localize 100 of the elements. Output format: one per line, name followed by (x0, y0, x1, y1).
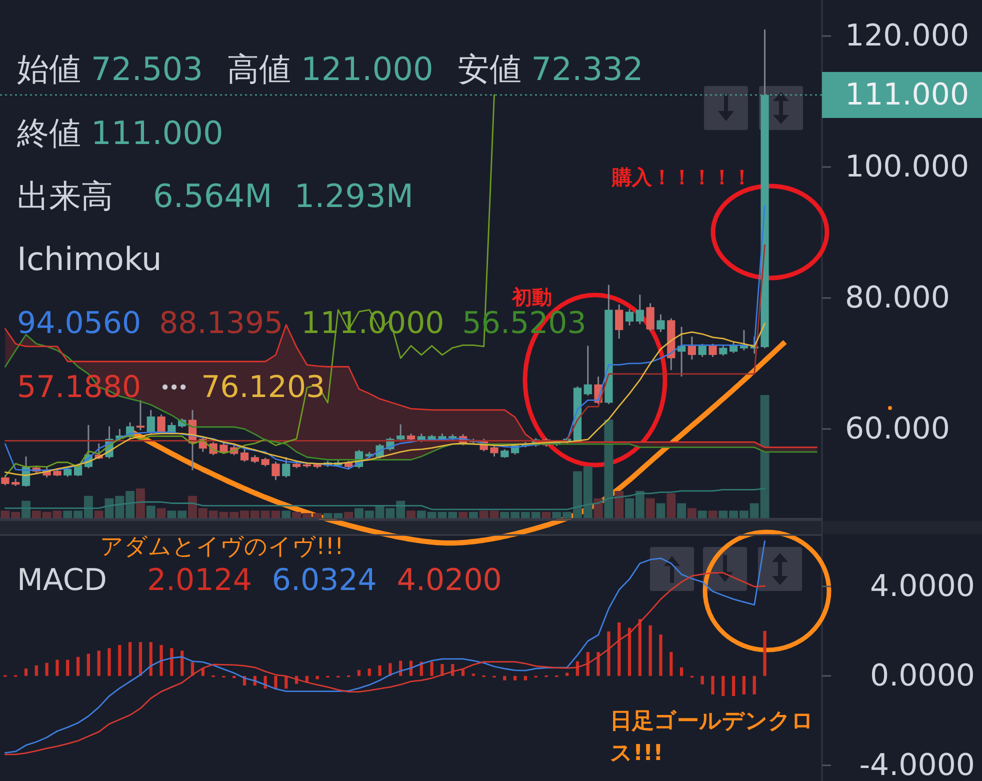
bar (458, 512, 468, 518)
bar (618, 622, 621, 676)
bar (170, 648, 174, 676)
bar (680, 667, 684, 676)
bar (648, 625, 652, 676)
annotation: MACD (17, 563, 107, 598)
bar (86, 654, 90, 676)
bar (646, 498, 655, 518)
candlestick (615, 304, 624, 340)
candlestick (396, 424, 405, 442)
bar (524, 676, 528, 680)
bar (149, 642, 152, 676)
bar (344, 512, 354, 518)
bar (34, 665, 38, 676)
y-tick-label: 100.000 (845, 150, 970, 185)
candlestick (646, 302, 654, 332)
bar (700, 676, 704, 684)
bar (76, 656, 80, 676)
y-tick-label: 0.0000 (870, 658, 975, 694)
candlestick (625, 308, 634, 326)
candlestick (656, 314, 665, 333)
bar (698, 510, 707, 518)
annotation: 日足ゴールデンクロス!!! (610, 709, 814, 766)
bar (136, 488, 145, 518)
annotation: 76.1203 (201, 370, 326, 405)
bar (594, 498, 603, 518)
y-tick-label: 60.000 (845, 411, 950, 446)
bar (708, 510, 718, 518)
bar (108, 648, 111, 676)
y-tick-label: 4.0000 (870, 568, 975, 604)
bar (66, 660, 70, 676)
annotation: 4.0200 (396, 563, 502, 598)
bar (274, 676, 278, 689)
bar (128, 642, 132, 676)
bar (138, 642, 142, 676)
bar (604, 420, 614, 518)
annotation: 72.503 (91, 50, 203, 88)
bar (656, 503, 666, 518)
bar (201, 668, 204, 676)
bar (24, 668, 28, 676)
bar (732, 676, 736, 696)
candlestick (708, 343, 717, 358)
annotation: 6.564M (153, 177, 272, 215)
annotation: 72.332 (531, 50, 644, 88)
bar (628, 628, 632, 676)
bar (22, 500, 30, 518)
candlestick (636, 294, 644, 325)
bar (180, 650, 184, 676)
bar (357, 670, 361, 676)
bar (468, 512, 478, 518)
annotation: 安値 (457, 50, 522, 88)
bar (461, 670, 465, 676)
bar (97, 650, 100, 676)
annotation: 6.0324 (272, 563, 377, 598)
y-tick-label: 120.000 (845, 18, 970, 54)
annotation: 2.0124 (146, 563, 252, 598)
candlestick (688, 336, 696, 360)
candlestick (272, 460, 280, 481)
bar (503, 676, 506, 680)
annotation: 88.1395 (159, 306, 284, 341)
annotation: Ichimoku (17, 240, 162, 278)
bar (566, 672, 569, 676)
candlestick (1, 474, 10, 486)
annotation: 初動 (511, 285, 552, 309)
bar (586, 652, 590, 676)
y-tick-label: 80.000 (845, 280, 950, 316)
annotation: 高値 (226, 50, 291, 88)
annotation: アダムとイヴのイヴ!!! (100, 534, 344, 560)
bar (659, 634, 662, 676)
annotation: 1.293M (294, 177, 414, 215)
bar (160, 645, 163, 676)
bar (677, 503, 686, 518)
candlestick (146, 409, 155, 434)
annotation: 出来高 (17, 177, 113, 215)
bar (670, 652, 673, 676)
ref-line-label: 111.000 (845, 77, 970, 112)
bar (752, 676, 756, 694)
candlestick (240, 448, 249, 462)
bar (542, 512, 551, 518)
annotation: 終値 (16, 114, 81, 152)
bar (45, 662, 48, 676)
bar (687, 508, 696, 518)
annotation: 121.000 (300, 50, 434, 88)
bar (368, 668, 371, 676)
bar (56, 660, 59, 676)
bar (118, 645, 122, 676)
bar (638, 619, 642, 676)
bar (94, 510, 104, 518)
bar (763, 630, 766, 676)
bar (440, 664, 444, 676)
annotation: 94.0560 (17, 306, 142, 341)
bar (614, 490, 624, 518)
bar (146, 506, 156, 518)
bar (607, 631, 610, 676)
bar (711, 676, 714, 694)
bar (742, 676, 746, 694)
candlestick (584, 345, 592, 396)
annotation: 111.000 (91, 114, 224, 152)
bar (513, 676, 517, 680)
bar (378, 665, 382, 676)
